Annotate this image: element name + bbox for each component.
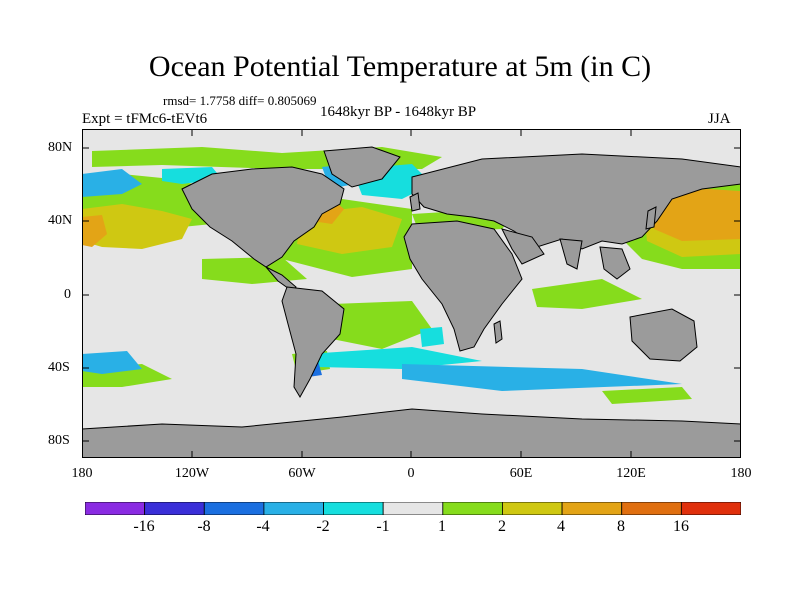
nw-pacific-orange <box>652 189 741 241</box>
colorbar-label-4: 4 <box>557 518 565 535</box>
x-label-60e: 60E <box>509 466 533 481</box>
x-label-180-east: 180 <box>730 466 752 481</box>
south-pacific-cyan <box>82 351 142 374</box>
s-indian-green <box>602 387 692 404</box>
europe-asia-land <box>411 153 741 250</box>
colorbar-segment <box>621 502 682 515</box>
colorbar-label-1: 1 <box>438 518 446 535</box>
season-label: JJA <box>708 111 731 127</box>
y-label-40s: 40S <box>48 360 70 375</box>
colorbar-segment <box>323 502 384 515</box>
period-label: 1648kyr BP - 1648kyr BP <box>320 104 477 120</box>
uk-land <box>409 192 421 212</box>
map-title: Ocean Potential Temperature at 5m (in C) <box>148 50 652 83</box>
colorbar-label-neg2: -2 <box>316 518 330 535</box>
colorbar-segment <box>561 502 623 515</box>
x-label-120w: 120W <box>174 466 210 481</box>
colorbar-segment <box>203 502 265 515</box>
madagascar-cyan <box>420 327 444 347</box>
nw-pacific-cyan <box>82 169 142 197</box>
x-label-0: 0 <box>407 466 415 481</box>
y-label-40n: 40N <box>48 213 73 228</box>
s-atlantic-green <box>332 301 432 349</box>
greenland-land <box>323 146 401 188</box>
x-label-60w: 60W <box>288 466 316 481</box>
colorbar-label-8: 8 <box>617 518 625 535</box>
colorbar-label-16: 16 <box>673 518 689 535</box>
y-label-80n: 80N <box>48 140 73 155</box>
southern-ocean-cyan-2 <box>402 364 682 391</box>
south-america-land <box>281 286 345 398</box>
antarctica-land <box>82 408 741 458</box>
y-label-80s: 80S <box>48 433 70 448</box>
colorbar-label-neg8: -8 <box>197 518 211 535</box>
world-map <box>82 129 741 458</box>
rmsd-diff-stats: rmsd= 1.7758 diff= 0.805069 <box>163 93 317 108</box>
colorbar-segment <box>382 502 444 515</box>
india-land <box>559 238 583 270</box>
x-axis-ticks <box>191 129 632 458</box>
colorbar-segment <box>502 502 563 515</box>
madagascar-land <box>493 320 503 344</box>
southern-ocean-cyan-1 <box>307 347 482 369</box>
australia-land <box>629 308 698 362</box>
colorbar-segment <box>442 502 503 515</box>
land-masses <box>82 146 741 458</box>
colorbar-label-neg16: -16 <box>133 518 155 535</box>
colorbar-label-neg4: -4 <box>256 518 270 535</box>
y-axis-ticks <box>82 147 741 442</box>
colorbar-segment <box>144 502 205 515</box>
x-label-180-west: 180 <box>71 466 93 481</box>
indian-ocean-green <box>532 279 642 309</box>
colorbar-segment <box>85 502 146 515</box>
colorbar-segment <box>680 502 741 515</box>
africa-land <box>403 220 523 352</box>
north-america-land <box>181 166 345 268</box>
colorbar-label-neg1: -1 <box>376 518 390 535</box>
n-pacific-yellow-patch <box>82 204 192 249</box>
experiment-label: Expt = tFMc6-tEVt6 <box>82 111 208 127</box>
japan-land <box>645 206 657 230</box>
colorbar-segment <box>263 502 324 515</box>
y-label-0: 0 <box>64 287 71 302</box>
colorbar-label-2: 2 <box>498 518 506 535</box>
se-asia-land <box>599 246 631 280</box>
arabia-land <box>501 228 545 265</box>
n-pacific-orange-patch <box>82 215 107 247</box>
x-label-120e: 120E <box>616 466 646 481</box>
colorbar <box>85 502 741 515</box>
